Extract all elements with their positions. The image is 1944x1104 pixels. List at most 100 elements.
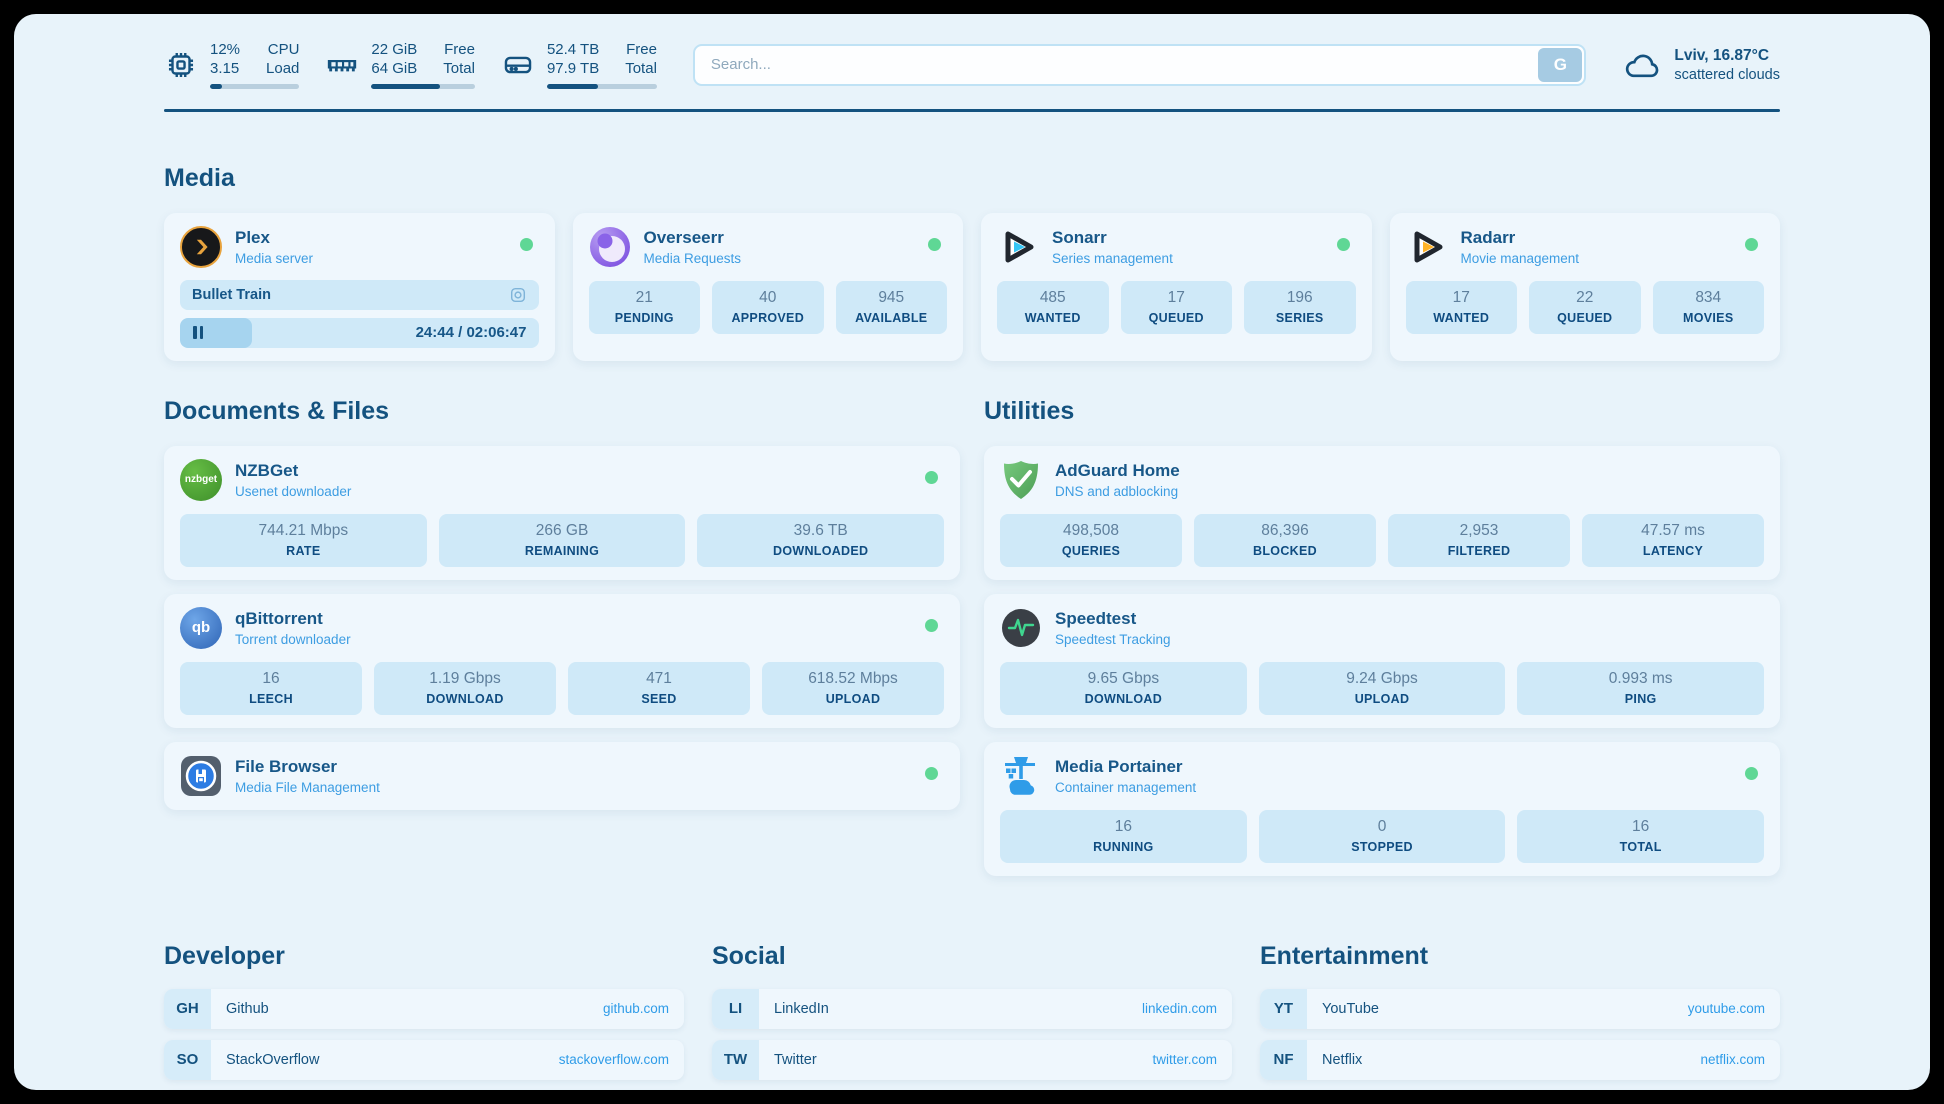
stat-label: STOPPED <box>1351 839 1413 854</box>
bookmark-url[interactable]: netflix.com <box>1700 1052 1765 1067</box>
stat-value: 9.24 Gbps <box>1346 669 1418 687</box>
app-card-plex[interactable]: Plex Media server Bullet Train 24:44 / 0… <box>164 212 555 361</box>
stat-label: DOWNLOADED <box>773 543 869 558</box>
stat-label: WANTED <box>1433 310 1490 325</box>
bookmark-url[interactable]: twitter.com <box>1152 1052 1217 1067</box>
app-subtitle: Media server <box>235 250 314 266</box>
app-name: Overseerr <box>643 227 724 247</box>
ram-icon <box>328 59 357 71</box>
bookmark-linkedin[interactable]: LI LinkedIn linkedin.com <box>712 988 1232 1029</box>
bookmark-url[interactable]: stackoverflow.com <box>558 1052 669 1067</box>
search-bar: G <box>692 43 1587 86</box>
app-card-overseerr[interactable]: Overseerr Media Requests 21 PENDING 40 A… <box>572 212 963 361</box>
stat-value: 485 <box>1039 288 1066 306</box>
stat-tile: 17 QUEUED <box>1120 280 1232 334</box>
stat-label: UPLOAD <box>1354 691 1410 706</box>
stat-label: QUERIES <box>1061 543 1121 558</box>
stat-value: 744.21 Mbps <box>258 521 349 539</box>
bookmark-tag: TW <box>712 1039 759 1080</box>
stat-label: DOWNLOAD <box>1084 691 1163 706</box>
app-subtitle: Container management <box>1055 779 1197 795</box>
app-name: NZBGet <box>235 460 299 480</box>
bookmark-netflix[interactable]: NF Netflix netflix.com <box>1260 1039 1780 1080</box>
bookmark-name: Netflix <box>1322 1051 1363 1068</box>
cpu-label-2: Load <box>266 60 300 77</box>
app-card-sonarr[interactable]: Sonarr Series management 485 WANTED 17 Q… <box>981 212 1372 361</box>
disk-stat: 52.4 TB 97.9 TB Free Total <box>501 40 657 89</box>
bookmark-twitter[interactable]: TW Twitter twitter.com <box>712 1039 1232 1080</box>
now-playing-text: Bullet Train <box>192 286 271 303</box>
bookmark-url[interactable]: linkedin.com <box>1141 1001 1217 1016</box>
app-card-adguard[interactable]: AdGuard Home DNS and adblocking 498,508 … <box>984 445 1780 580</box>
app-card-speedtest[interactable]: Speedtest Speedtest Tracking 9.65 Gbps D… <box>984 593 1780 728</box>
status-dot <box>1336 237 1350 251</box>
app-subtitle: Movie management <box>1460 250 1580 266</box>
bookmark-github[interactable]: GH Github github.com <box>164 988 684 1029</box>
weather-condition: scattered clouds <box>1674 66 1780 83</box>
stat-tile: 266 GB REMAINING <box>438 513 686 567</box>
bookmark-tag: GH <box>164 988 211 1029</box>
stat-value: 22 <box>1576 288 1594 306</box>
stat-value: 266 GB <box>535 521 589 539</box>
stat-value: 498,508 <box>1062 521 1120 539</box>
weather-location: Lviv, 16.87°C <box>1674 46 1770 64</box>
disk-free: 52.4 TB <box>546 41 600 58</box>
stat-label: LATENCY <box>1642 543 1704 558</box>
stat-tile: 16 RUNNING <box>1000 809 1247 863</box>
status-dot <box>925 618 938 632</box>
section-title-entertainment: Entertainment <box>1260 941 1429 970</box>
stat-value: 0 <box>1377 817 1387 835</box>
stat-tile: 40 APPROVED <box>712 280 824 334</box>
bookmark-name: Twitter <box>774 1051 817 1068</box>
stat-tile: 0.993 ms PING <box>1517 661 1765 715</box>
status-dot <box>519 237 533 251</box>
stat-label: TOTAL <box>1619 839 1662 854</box>
qbittorrent-icon: qb <box>180 606 222 649</box>
speedtest-icon <box>1000 607 1042 649</box>
cpu-stat: 12% 3.15 CPU Load <box>164 40 300 89</box>
radarr-icon <box>1406 226 1448 268</box>
bookmark-youtube[interactable]: YT YouTube youtube.com <box>1260 988 1780 1029</box>
stat-tile: 16 TOTAL <box>1517 809 1765 863</box>
stat-label: PING <box>1624 691 1657 706</box>
now-playing-progressbar: 24:44 / 02:06:47 <box>180 317 539 348</box>
stat-tile: 9.24 Gbps UPLOAD <box>1258 661 1506 715</box>
app-card-filebrowser[interactable]: File Browser Media File Management <box>164 741 960 810</box>
bookmark-url[interactable]: youtube.com <box>1687 1001 1765 1016</box>
ram-stat: 22 GiB 64 GiB Free Total <box>325 40 475 89</box>
app-name: Plex <box>235 227 270 247</box>
nzbget-icon: nzbget <box>180 458 222 501</box>
stat-value: 1.19 Gbps <box>429 669 501 687</box>
app-card-qbittorrent[interactable]: qb qBittorrent Torrent downloader 16 LEE… <box>164 593 960 728</box>
app-subtitle: Usenet downloader <box>235 483 352 499</box>
bookmark-name: StackOverflow <box>226 1051 320 1068</box>
stat-label: BLOCKED <box>1253 543 1317 558</box>
entertainment-column: Entertainment YT YouTube youtube.com NF … <box>1260 942 1780 1091</box>
section-title-utilities: Utilities <box>984 396 1075 425</box>
search-provider-button[interactable]: G <box>1538 47 1583 82</box>
stat-label: WANTED <box>1024 310 1081 325</box>
app-card-radarr[interactable]: Radarr Movie management 17 WANTED 22 QUE… <box>1389 212 1780 361</box>
now-playing-title: Bullet Train <box>180 279 539 310</box>
cpu-progressbar <box>210 84 300 89</box>
cpu-loadavg: 3.15 <box>210 60 240 77</box>
stat-tile: 16 LEECH <box>180 661 362 715</box>
now-playing-time: 24:44 / 02:06:47 <box>415 324 527 341</box>
video-icon[interactable] <box>509 286 527 304</box>
stat-label: MOVIES <box>1683 310 1734 325</box>
bookmark-stackoverflow[interactable]: SO StackOverflow stackoverflow.com <box>164 1039 684 1080</box>
search-input[interactable] <box>694 45 1537 84</box>
adguard-icon <box>1000 459 1042 501</box>
app-card-portainer[interactable]: Media Portainer Container management 16 … <box>984 741 1780 876</box>
dashboard-page: 12% 3.15 CPU Load <box>14 14 1930 1090</box>
stat-value: 0.993 ms <box>1608 669 1673 687</box>
app-card-nzbget[interactable]: nzbget NZBGet Usenet downloader 744.21 M… <box>164 445 960 580</box>
bookmark-name: YouTube <box>1322 1000 1379 1017</box>
stat-value: 47.57 ms <box>1641 521 1705 539</box>
app-name: Media Portainer <box>1055 756 1183 776</box>
stat-label: RUNNING <box>1093 839 1154 854</box>
stat-label: PENDING <box>614 310 674 325</box>
bookmark-url[interactable]: github.com <box>602 1001 669 1016</box>
section-title-documents: Documents & Files <box>164 396 390 425</box>
app-subtitle: Media File Management <box>235 779 380 795</box>
